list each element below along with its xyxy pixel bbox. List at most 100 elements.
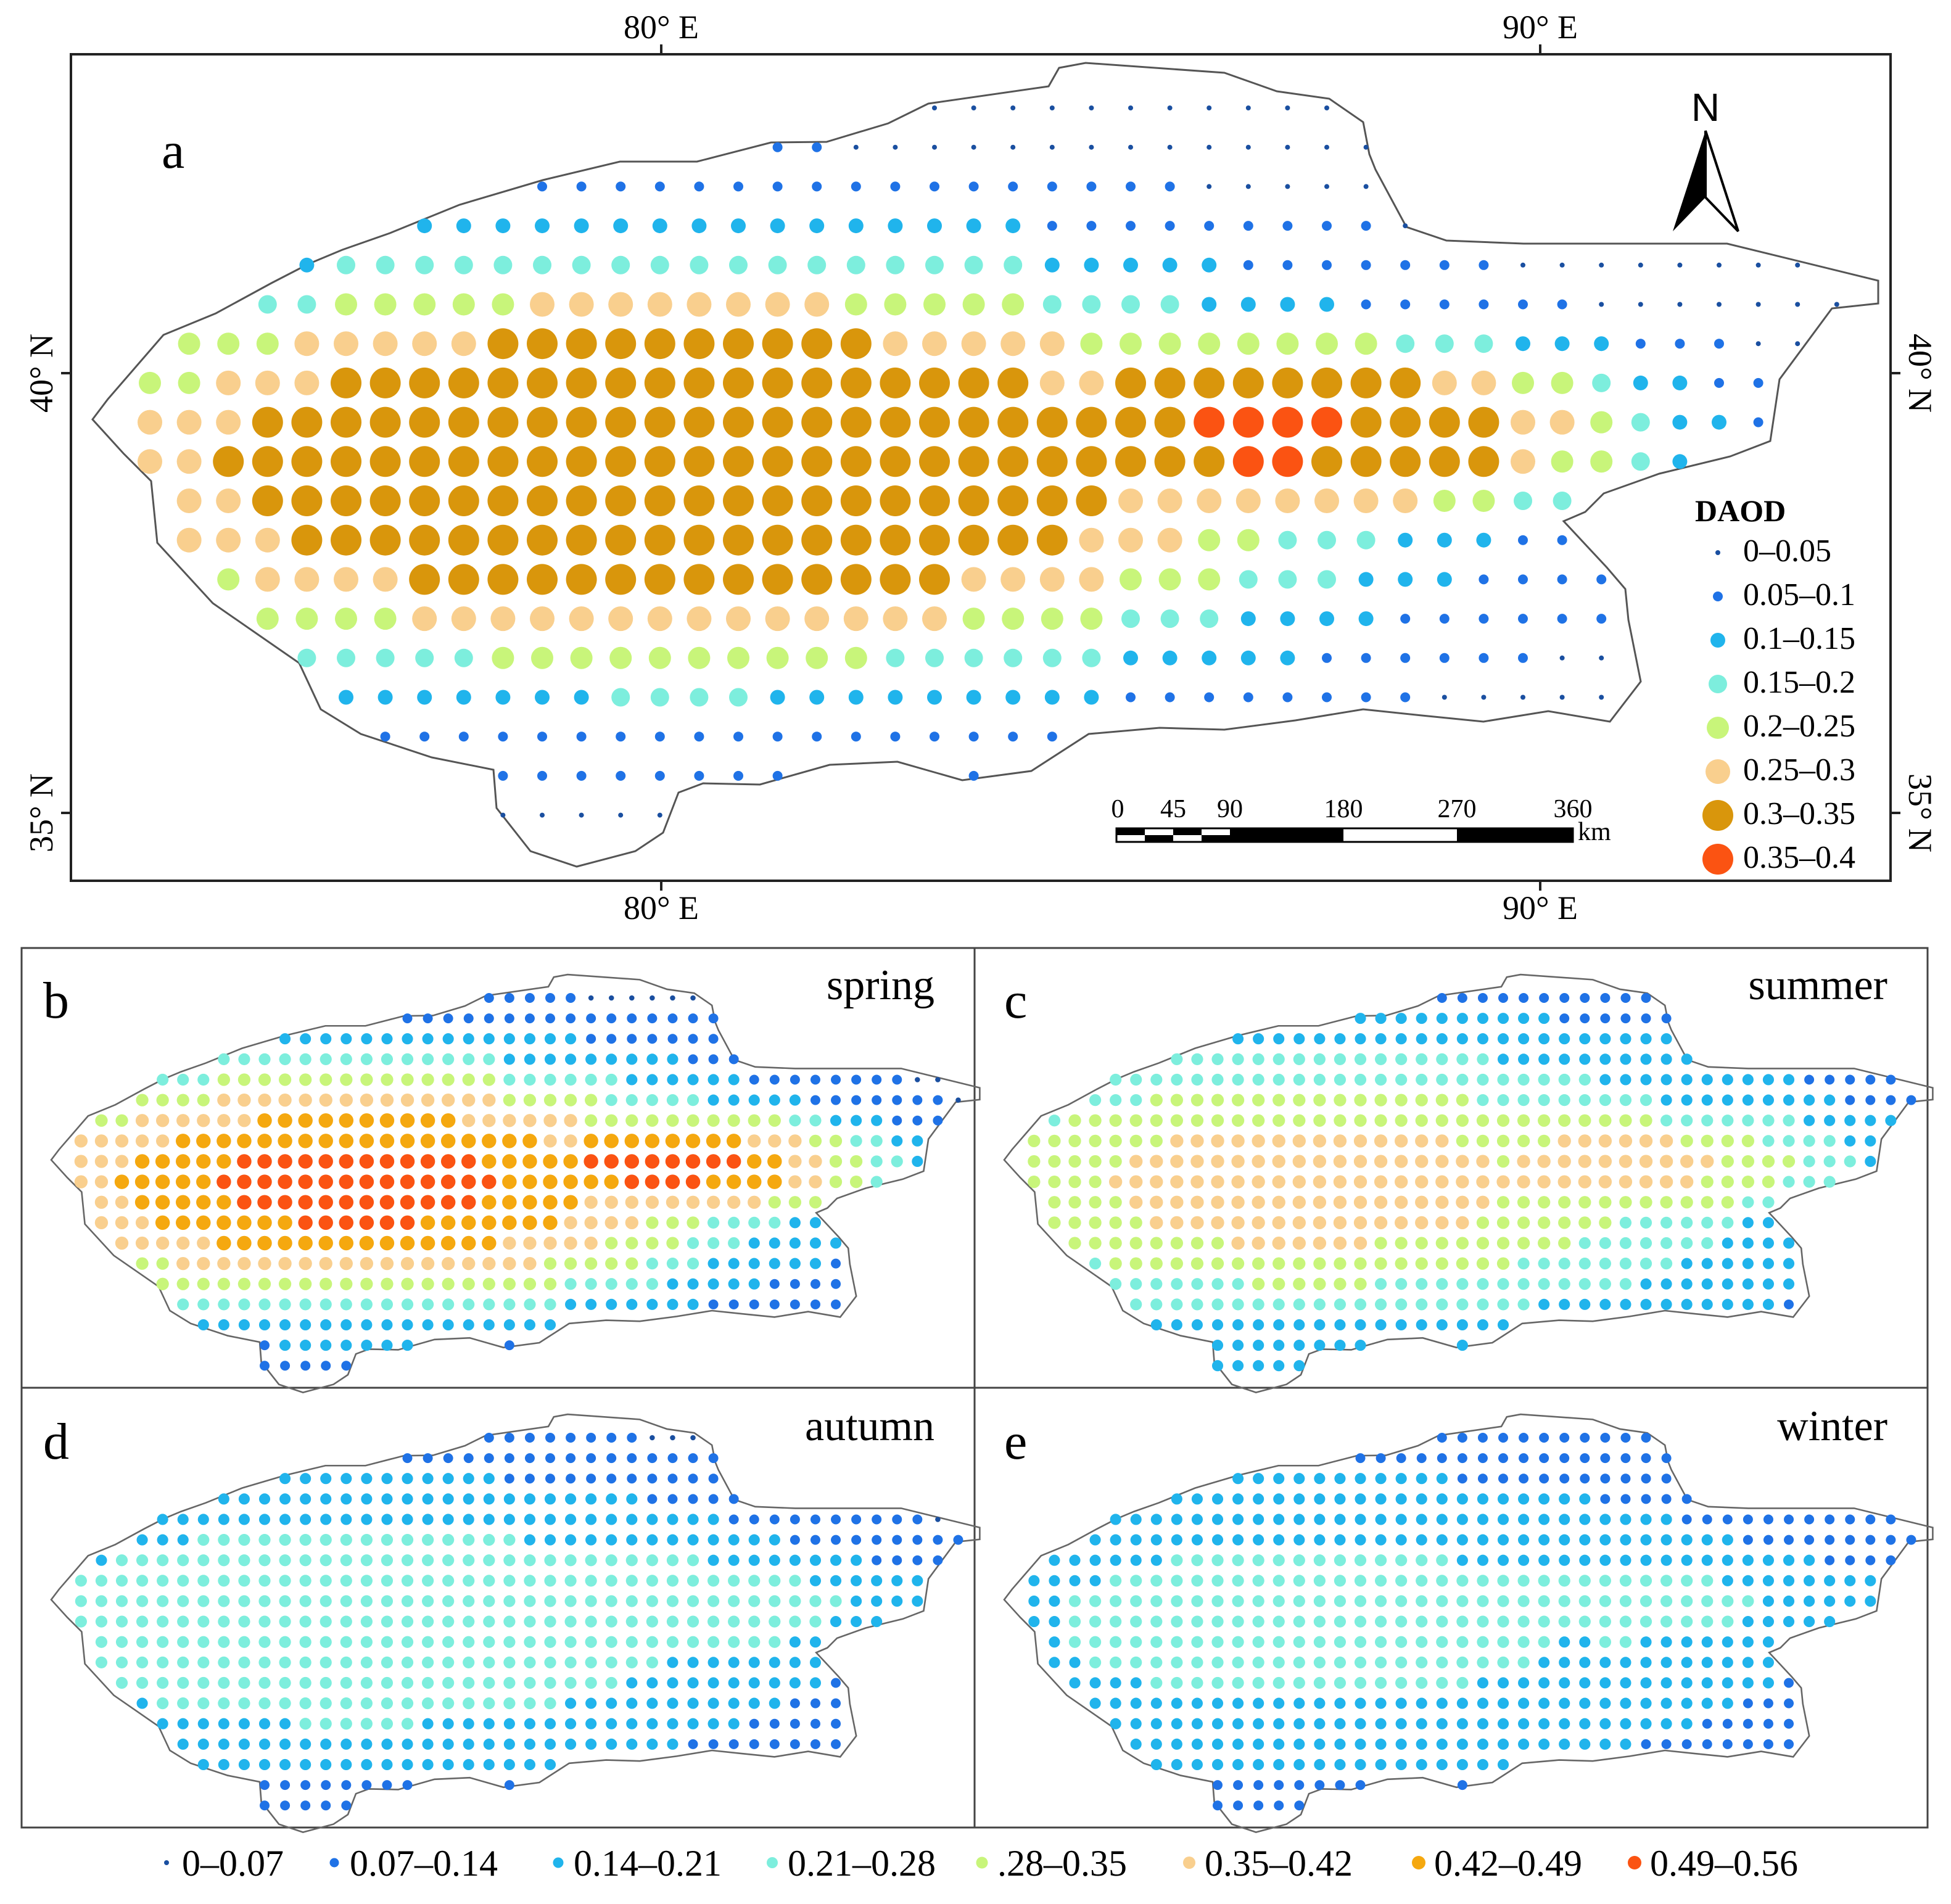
season-dot bbox=[1619, 1615, 1632, 1628]
season-dot bbox=[1293, 1514, 1305, 1525]
daod-dot bbox=[925, 255, 944, 274]
season-dot bbox=[484, 1453, 494, 1464]
season-dot bbox=[218, 1636, 230, 1648]
season-dot bbox=[341, 1780, 352, 1791]
daod-dot bbox=[1089, 105, 1094, 110]
season-dot bbox=[706, 1174, 721, 1189]
season-dot bbox=[1538, 1134, 1551, 1147]
season-dot bbox=[1477, 1453, 1488, 1464]
season-dot bbox=[1538, 1196, 1551, 1209]
season-dot bbox=[544, 1595, 556, 1607]
season-dot bbox=[728, 1054, 739, 1065]
season-dot bbox=[646, 1534, 658, 1546]
season-dot bbox=[872, 1095, 882, 1105]
season-dot bbox=[789, 1237, 801, 1249]
season-dot bbox=[1579, 1554, 1591, 1566]
daod-dot bbox=[801, 485, 833, 516]
season-dot bbox=[95, 1575, 108, 1587]
daod-dot bbox=[487, 446, 519, 477]
season-dot bbox=[299, 1636, 311, 1648]
season-dot bbox=[1825, 1555, 1835, 1565]
season-dot bbox=[1109, 1216, 1122, 1229]
season-dot bbox=[1743, 1535, 1753, 1545]
season-dot bbox=[646, 1575, 658, 1587]
season-dot bbox=[1762, 1175, 1775, 1189]
daod-dot bbox=[1194, 406, 1225, 438]
season-dot bbox=[279, 1493, 291, 1505]
season-dot bbox=[361, 1473, 373, 1485]
season-dot bbox=[1089, 1615, 1102, 1628]
season-dot bbox=[483, 1595, 495, 1607]
season-dot bbox=[1211, 1360, 1224, 1372]
season-dot bbox=[685, 1154, 701, 1169]
season-dot bbox=[1557, 1155, 1571, 1168]
daod-dot bbox=[886, 255, 905, 274]
daod-dot bbox=[138, 410, 162, 435]
season-dot bbox=[237, 1114, 251, 1127]
season-dot bbox=[831, 1299, 841, 1309]
season-dot bbox=[217, 1235, 231, 1251]
season-dot bbox=[176, 1277, 189, 1290]
season-dot bbox=[523, 1236, 537, 1250]
season-dot bbox=[1436, 1493, 1448, 1505]
season-dot bbox=[217, 1114, 231, 1127]
season-dot bbox=[1640, 1216, 1652, 1229]
season-dot bbox=[1763, 1698, 1773, 1708]
daod-dot bbox=[1675, 339, 1685, 349]
season-dot bbox=[1191, 1319, 1203, 1331]
season-dot bbox=[441, 1093, 455, 1107]
season-dot bbox=[707, 1278, 719, 1290]
season-dot bbox=[177, 1676, 189, 1689]
season-dot bbox=[504, 1453, 514, 1464]
season-dot bbox=[1538, 1534, 1550, 1546]
season-dot bbox=[1702, 1514, 1712, 1525]
season-dot bbox=[524, 993, 535, 1003]
season-dot bbox=[626, 1677, 638, 1689]
season-dot bbox=[748, 1534, 760, 1546]
season-dot bbox=[769, 1554, 780, 1566]
season-dot bbox=[1170, 1195, 1184, 1209]
season-dot bbox=[646, 1677, 658, 1689]
daod-dot bbox=[840, 485, 872, 516]
season-dot bbox=[440, 1235, 456, 1251]
season-dot bbox=[1722, 1718, 1733, 1729]
season-dot bbox=[1783, 1616, 1795, 1628]
season-dot bbox=[420, 1154, 435, 1169]
daod-dot bbox=[1165, 692, 1175, 703]
season-dot bbox=[463, 1319, 474, 1331]
season-dot bbox=[1496, 1175, 1510, 1189]
season-dot bbox=[605, 1636, 617, 1648]
season-dot bbox=[299, 1575, 311, 1587]
season-dot bbox=[1559, 1033, 1570, 1045]
daod-dot bbox=[1002, 293, 1025, 316]
season-dot bbox=[665, 1154, 680, 1169]
season-dot bbox=[1620, 1554, 1631, 1566]
season-dot bbox=[1762, 1657, 1775, 1668]
season-dot bbox=[586, 1473, 596, 1484]
season-dot bbox=[1681, 1534, 1693, 1546]
season-dot bbox=[238, 1534, 250, 1546]
season-dot bbox=[872, 1555, 882, 1565]
season-dot bbox=[1476, 1114, 1490, 1127]
daod-dot bbox=[762, 485, 793, 516]
season-dot bbox=[810, 1279, 820, 1289]
season-dot bbox=[1659, 1175, 1673, 1189]
season-dot bbox=[667, 1677, 679, 1689]
season-dot bbox=[1130, 1656, 1142, 1668]
daod-dot bbox=[1516, 336, 1530, 352]
season-dot bbox=[1538, 1237, 1551, 1250]
season-dot bbox=[1231, 1236, 1245, 1250]
season-dot bbox=[1252, 1175, 1265, 1189]
season-dot bbox=[1190, 1155, 1204, 1168]
season-dot bbox=[955, 1097, 961, 1103]
season-dot bbox=[1845, 1095, 1855, 1105]
season-dot bbox=[278, 1134, 292, 1148]
daod-dot bbox=[487, 406, 519, 438]
season-dot bbox=[1415, 1195, 1429, 1209]
season-dot bbox=[157, 1575, 169, 1587]
season-dot bbox=[1578, 1196, 1591, 1209]
season-dot bbox=[1497, 1053, 1509, 1065]
season-dot bbox=[565, 1514, 577, 1525]
season-dot bbox=[1252, 1595, 1264, 1607]
season-dot bbox=[258, 1256, 271, 1271]
